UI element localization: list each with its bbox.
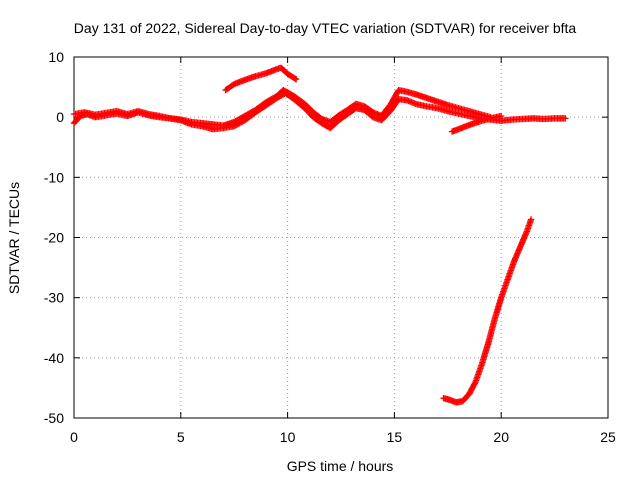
data-point [292,76,300,83]
y-tick-label: -30 [44,290,64,306]
x-tick-label: 25 [600,429,616,445]
series-arc-descent [440,216,535,406]
data-point [562,115,569,122]
data-point [527,216,535,223]
data-point [471,380,479,387]
data-point [498,112,505,120]
data-series [70,64,569,406]
x-tick-label: 20 [493,429,509,445]
series-arc-main-2 [70,86,494,129]
x-tick-label: 15 [387,429,403,445]
data-point [291,75,299,82]
y-axis-label: SDTVAR / TECUs [6,182,22,294]
x-tick-label: 5 [177,429,185,445]
series-arc-return [448,112,505,135]
x-tick-label: 0 [70,429,78,445]
y-tick-label: -20 [44,230,64,246]
y-tick-label: -10 [44,169,64,185]
x-tick-label: 10 [280,429,296,445]
series-arc-upper [222,64,300,94]
y-tick-label: -40 [44,350,64,366]
x-axis-label: GPS time / hours [287,458,394,474]
y-tick-label: -50 [44,410,64,426]
chart-title: Day 131 of 2022, Sidereal Day-to-day VTE… [74,20,577,36]
ticks: 0 5 10 15 20 25 10 0 -10 -20 -30 -40 -50 [44,49,616,445]
y-tick-label: 0 [56,109,64,125]
y-tick-label: 10 [48,49,64,65]
